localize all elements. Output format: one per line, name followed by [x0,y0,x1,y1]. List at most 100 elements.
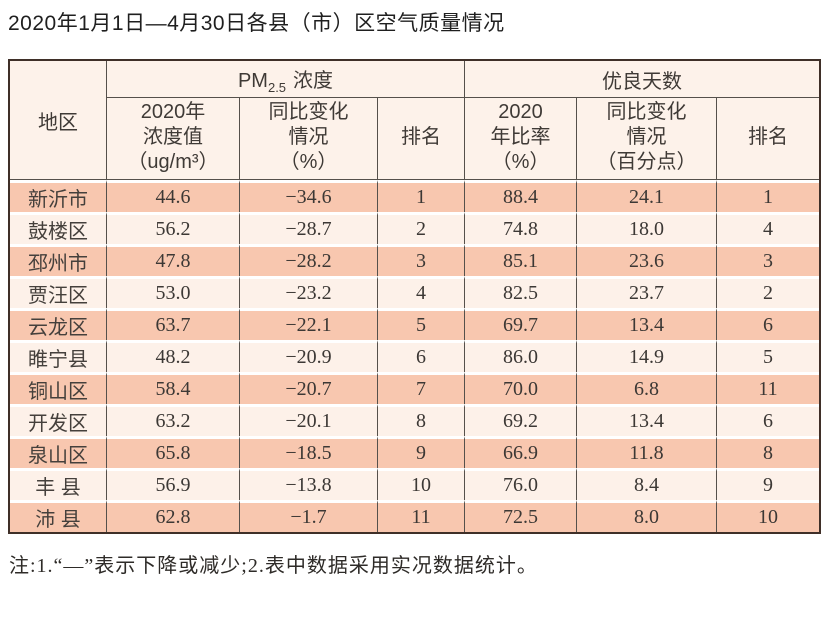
good-ratio-cell: 70.0 [465,372,578,404]
pm-rank-cell: 8 [378,404,466,436]
pm-change-cell: −18.5 [240,436,378,468]
column-header-pm-rank: 排名 [378,98,466,180]
region-cell: 丰 县 [10,468,107,500]
pm-change-cell: −20.9 [240,340,378,372]
column-header-pm-value: 2020年 浓度值 （ug/m³） [107,98,240,180]
good-rank-cell: 11 [717,372,820,404]
pm-change-cell: −23.2 [240,276,378,308]
table-footnote: 注:1.“—”表示下降或减少;2.表中数据采用实况数据统计。 [9,555,538,577]
column-group-pm25: PM2.5 浓度 [107,61,466,98]
good-rank-cell: 4 [717,212,820,244]
good-change-cell: 8.4 [577,468,718,500]
pm25-label-suffix: 浓度 [293,69,334,92]
pm-change-cell: −20.7 [240,372,378,404]
pm-value-cell: 63.7 [107,308,240,340]
good-ratio-cell: 72.5 [465,500,578,532]
table-row: 贾汪区 53.0 −23.2 4 82.5 23.7 2 [10,276,820,308]
page-title: 2020年1月1日—4月30日各县（市）区空气质量情况 [8,12,505,35]
good-rank-cell: 3 [717,244,820,276]
table-body: 新沂市 44.6 −34.6 1 88.4 24.1 1 鼓楼区 56.2 −2… [10,180,820,532]
table-header: 地区 PM2.5 浓度 优良天数 2020年 浓度值 （ug/m³） 同比变化 情… [10,61,820,180]
good-ratio-cell: 74.8 [465,212,578,244]
table-row: 沛 县 62.8 −1.7 11 72.5 8.0 10 [10,500,820,532]
good-change-cell: 13.4 [577,404,718,436]
good-change-cell: 18.0 [577,212,718,244]
table-row: 铜山区 58.4 −20.7 7 70.0 6.8 11 [10,372,820,404]
region-cell: 新沂市 [10,180,107,212]
column-header-good-change: 同比变化 情况 （百分点） [577,98,718,180]
pm-value-cell: 48.2 [107,340,240,372]
good-change-cell: 14.9 [577,340,718,372]
good-change-cell: 11.8 [577,436,718,468]
column-header-good-rank: 排名 [717,98,820,180]
pm-rank-cell: 1 [378,180,466,212]
pm-change-cell: −20.1 [240,404,378,436]
pm-rank-cell: 4 [378,276,466,308]
pm-rank-cell: 7 [378,372,466,404]
good-rank-cell: 2 [717,276,820,308]
pm-change-cell: −13.8 [240,468,378,500]
pm-rank-cell: 9 [378,436,466,468]
table-row: 开发区 63.2 −20.1 8 69.2 13.4 6 [10,404,820,436]
pm-value-cell: 56.2 [107,212,240,244]
table-row: 泉山区 65.8 −18.5 9 66.9 11.8 8 [10,436,820,468]
pm-rank-cell: 10 [378,468,466,500]
column-header-pm-change: 同比变化 情况 （%） [240,98,378,180]
column-header-region: 地区 [10,61,107,180]
column-header-good-ratio: 2020 年比率 （%） [465,98,578,180]
good-ratio-cell: 76.0 [465,468,578,500]
region-cell: 开发区 [10,404,107,436]
good-change-cell: 6.8 [577,372,718,404]
good-ratio-cell: 88.4 [465,180,578,212]
pm-rank-cell: 2 [378,212,466,244]
table-row: 新沂市 44.6 −34.6 1 88.4 24.1 1 [10,180,820,212]
pm-value-cell: 58.4 [107,372,240,404]
region-cell: 睢宁县 [10,340,107,372]
region-cell: 云龙区 [10,308,107,340]
pm-value-cell: 56.9 [107,468,240,500]
good-rank-cell: 10 [717,500,820,532]
good-rank-cell: 9 [717,468,820,500]
region-cell: 泉山区 [10,436,107,468]
pm-rank-cell: 11 [378,500,466,532]
good-ratio-cell: 69.7 [465,308,578,340]
table-row: 睢宁县 48.2 −20.9 6 86.0 14.9 5 [10,340,820,372]
column-group-good-days: 优良天数 [465,61,820,98]
pm-value-cell: 63.2 [107,404,240,436]
table-row: 丰 县 56.9 −13.8 10 76.0 8.4 9 [10,468,820,500]
good-rank-cell: 8 [717,436,820,468]
table-subheader-row: 2020年 浓度值 （ug/m³） 同比变化 情况 （%） 排名 2020 年比… [10,98,820,180]
region-cell: 鼓楼区 [10,212,107,244]
good-change-cell: 8.0 [577,500,718,532]
table-row: 云龙区 63.7 −22.1 5 69.7 13.4 6 [10,308,820,340]
pm-value-cell: 44.6 [107,180,240,212]
good-ratio-cell: 69.2 [465,404,578,436]
region-cell: 邳州市 [10,244,107,276]
good-rank-cell: 6 [717,308,820,340]
good-change-cell: 23.7 [577,276,718,308]
air-quality-table: 地区 PM2.5 浓度 优良天数 2020年 浓度值 （ug/m³） 同比变化 情… [8,59,822,534]
pm-value-cell: 62.8 [107,500,240,532]
pm-value-cell: 65.8 [107,436,240,468]
pm-value-cell: 53.0 [107,276,240,308]
region-cell: 沛 县 [10,500,107,532]
good-ratio-cell: 86.0 [465,340,578,372]
pm-rank-cell: 5 [378,308,466,340]
pm-change-cell: −1.7 [240,500,378,532]
table-group-header-row: 地区 PM2.5 浓度 优良天数 [10,61,820,180]
good-change-cell: 13.4 [577,308,718,340]
good-rank-cell: 6 [717,404,820,436]
pm25-label-subscript: 2.5 [267,79,287,95]
pm-value-cell: 47.8 [107,244,240,276]
good-rank-cell: 1 [717,180,820,212]
pm-change-cell: −28.7 [240,212,378,244]
good-ratio-cell: 66.9 [465,436,578,468]
table-row: 邳州市 47.8 −28.2 3 85.1 23.6 3 [10,244,820,276]
pm-change-cell: −34.6 [240,180,378,212]
region-cell: 铜山区 [10,372,107,404]
good-ratio-cell: 85.1 [465,244,578,276]
pm25-label-prefix: PM [237,69,268,92]
pm-change-cell: −28.2 [240,244,378,276]
pm-change-cell: −22.1 [240,308,378,340]
table-row: 鼓楼区 56.2 −28.7 2 74.8 18.0 4 [10,212,820,244]
